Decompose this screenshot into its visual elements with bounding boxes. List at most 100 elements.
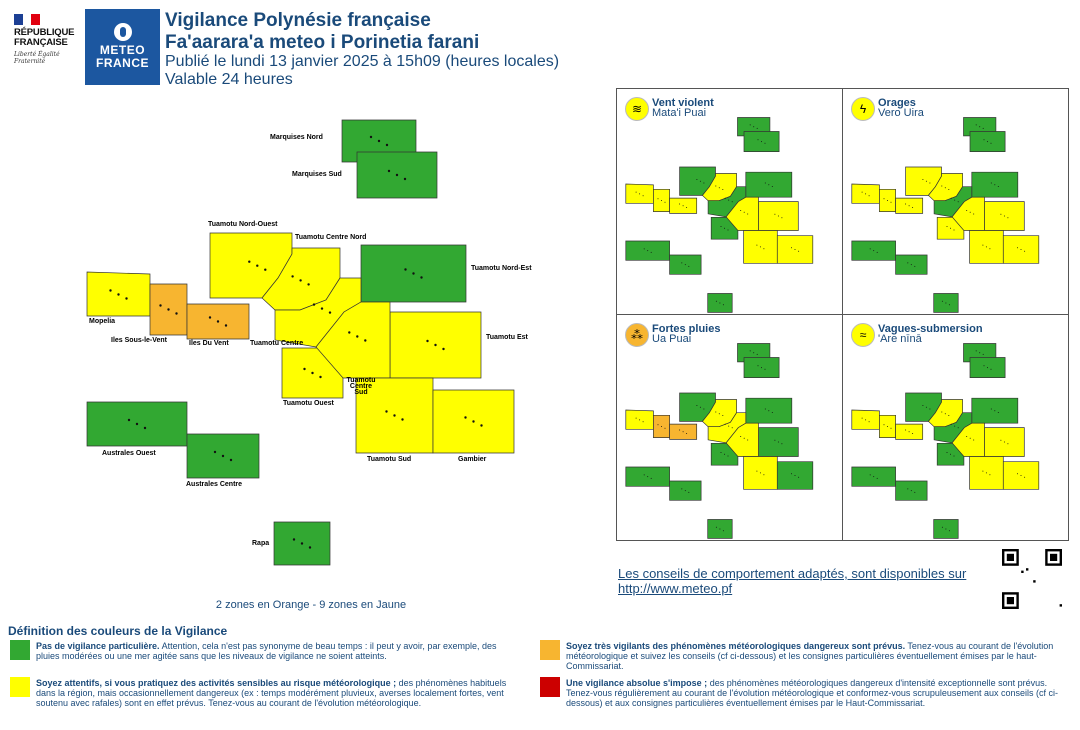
island-mark [682, 205, 684, 207]
island-mark [945, 302, 947, 304]
island-mark [774, 439, 776, 441]
zone-label-tuamotu-centre-sud: Tuamotu Centre Sud [346, 377, 376, 396]
island-mark [719, 302, 721, 304]
island-mark [1007, 443, 1009, 445]
island-mark [990, 408, 992, 410]
republique-text: RÉPUBLIQUE FRANÇAISE [14, 27, 75, 48]
panel-vent[interactable]: ≋ Vent violent Mata'i Puai [616, 88, 843, 315]
island-mark [975, 350, 977, 352]
island-mark [966, 210, 968, 211]
island-mark [722, 415, 724, 416]
island-mark [718, 187, 720, 189]
legend-text-green: Pas de vigilance particulière. Attention… [36, 641, 497, 661]
island-mark [883, 424, 885, 426]
zone-tuamotu-centre-sud [951, 196, 985, 231]
island-mark [990, 142, 992, 144]
island-mark [950, 227, 951, 229]
island-mark [985, 472, 987, 474]
island-mark [887, 200, 888, 201]
island-mark [292, 538, 296, 541]
island-mark [348, 331, 351, 334]
island-mark [925, 406, 927, 408]
island-mark [798, 250, 800, 252]
advice-text: Les conseils de comportement adaptés, so… [618, 566, 967, 581]
island-mark [890, 201, 892, 203]
main-vigilance-map [86, 119, 515, 566]
panel-pluies[interactable]: ⁂ Fortes pluies Ua Puai [616, 314, 843, 541]
island-mark [720, 452, 722, 453]
island-mark [434, 343, 437, 347]
island-mark [997, 186, 999, 187]
island-mark [747, 213, 749, 215]
island-mark [794, 249, 796, 250]
island-mark [686, 207, 688, 208]
zone-tuamotu-centre-sud[interactable] [315, 301, 391, 379]
island-mark [957, 201, 959, 203]
island-mark [1000, 213, 1002, 215]
island-mark [771, 412, 773, 413]
island-mark [912, 207, 914, 208]
island-mark [642, 195, 644, 197]
island-mark [722, 304, 724, 306]
legend-swatch-green [10, 640, 30, 660]
island-mark [946, 226, 948, 227]
panel-map-pluies [625, 343, 814, 539]
island-mark [308, 546, 312, 549]
island-mark [764, 182, 766, 184]
island-mark [426, 339, 429, 343]
island-mark [865, 419, 867, 421]
panel-map-vagues [851, 343, 1040, 539]
island-mark [997, 412, 999, 413]
island-mark [719, 528, 721, 530]
island-mark [966, 436, 968, 437]
island-mark [369, 135, 373, 139]
panel-subtitle-orages: Vero Uira [878, 107, 924, 119]
island-mark [642, 421, 644, 423]
island-mark [982, 127, 984, 129]
advice-link[interactable]: Les conseils de comportement adaptés, so… [618, 566, 988, 596]
island-mark [1024, 250, 1026, 252]
island-mark [684, 264, 686, 266]
page-title: Vigilance Polynésie française [165, 10, 431, 31]
island-mark [756, 244, 758, 246]
island-mark [647, 250, 649, 252]
island-mark [681, 488, 683, 490]
island-mark [761, 367, 762, 369]
island-mark [969, 437, 971, 439]
panel-map-orages [851, 117, 1040, 313]
island-mark [682, 431, 684, 433]
island-mark [753, 126, 755, 128]
island-mark [686, 433, 688, 434]
island-mark [876, 477, 878, 479]
island-mark [944, 413, 946, 415]
panel-orages[interactable]: ϟ Orages Vero Uira [842, 88, 1069, 315]
island-mark [109, 289, 112, 292]
legend-swatch-yellow [10, 677, 30, 697]
island-mark [925, 180, 927, 182]
island-mark [299, 279, 302, 282]
meteo-pf-link[interactable]: http://www.meteo.pf [618, 581, 733, 596]
island-mark [703, 408, 705, 410]
island-mark [994, 410, 996, 412]
island-mark [442, 347, 445, 351]
island-mark [914, 265, 916, 267]
zone-label-tuamotu-nord-est: Tuamotu Nord-Est [471, 265, 532, 272]
panel-vagues[interactable]: ≈ Vagues-submersion 'Are nīnā [842, 314, 1069, 541]
qr-code-icon[interactable] [1002, 549, 1062, 609]
island-mark [868, 195, 870, 197]
island-mark [311, 371, 314, 375]
island-mark [480, 424, 483, 427]
meteo-france-logo: METEO FRANCE [85, 9, 160, 85]
island-mark [175, 312, 178, 315]
island-mark [869, 248, 871, 250]
legend-text-yellow: Soyez attentifs, si vous pratiquez des a… [36, 678, 507, 708]
island-mark [757, 139, 759, 141]
panel-title-orages: Orages [878, 97, 916, 109]
island-mark [908, 205, 910, 207]
island-mark [377, 139, 381, 143]
island-mark [945, 528, 947, 530]
island-mark [979, 352, 981, 354]
island-mark [768, 184, 770, 186]
island-mark [777, 215, 779, 217]
island-mark [908, 431, 910, 433]
